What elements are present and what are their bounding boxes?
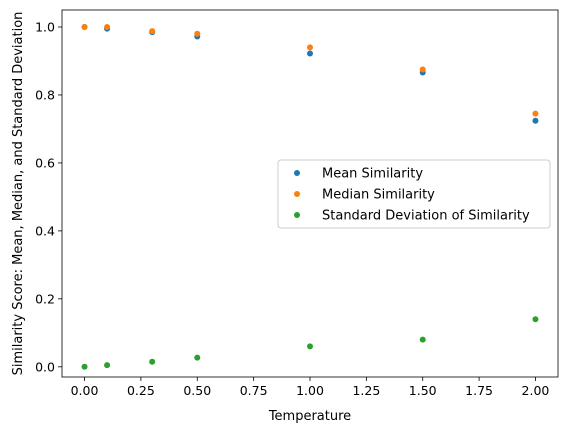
x-axis-label: Temperature [268,409,351,424]
series-2-point [104,362,111,369]
x-tick-label: 0.25 [127,383,155,398]
series-1-point [149,28,156,35]
series-0-point [532,117,539,124]
x-tick-label: 1.25 [352,383,380,398]
y-tick-label: 0.6 [35,155,55,170]
series-2-point [532,316,539,323]
series-1-point [419,66,426,73]
y-tick-label: 0.8 [35,87,55,102]
y-tick-label: 0.0 [35,359,55,374]
series-1-point [81,23,88,30]
series-0-point [307,50,313,57]
plot-frame [61,9,559,378]
legend: Mean Similarity Median Similarity Standard… [277,159,551,229]
series-2-point [419,336,426,343]
series-2-point [194,354,201,361]
series-1-point [194,30,201,37]
y-tick-label: 0.4 [35,223,55,238]
series-2-point [81,363,88,370]
legend-label: Mean Similarity [322,167,423,182]
x-tick-label: 0.75 [240,383,268,398]
x-tick-label: 1.50 [409,383,437,398]
y-axis-label: Similarity Score: Mean, Median, and Stan… [11,12,26,376]
x-tick-label: 0.50 [183,383,211,398]
legend-box [277,159,551,229]
series-1-point [104,23,111,30]
series-2-point [149,358,156,365]
data-points [81,23,539,370]
series-1-point [307,44,313,51]
legend-label: Median Similarity [322,188,435,203]
y-axis-ticks: 0.0 0.2 0.4 0.6 0.8 1.0 [35,19,62,374]
legend-label: Standard Deviation of Similarity [322,209,530,224]
legend-marker [294,170,300,176]
series-1-point [532,110,539,117]
series-2-point [307,343,313,350]
x-axis-ticks: 0.00 0.25 0.50 0.75 1.00 1.25 1.50 1.75 2.00 [71,377,550,398]
x-tick-label: 2.00 [522,383,550,398]
y-tick-label: 0.2 [35,291,55,306]
x-tick-label: 1.00 [296,383,324,398]
legend-marker [294,212,300,218]
x-tick-label: 1.75 [465,383,493,398]
y-tick-label: 1.0 [35,19,55,34]
legend-marker [294,191,300,197]
x-tick-label: 0.00 [71,383,99,398]
